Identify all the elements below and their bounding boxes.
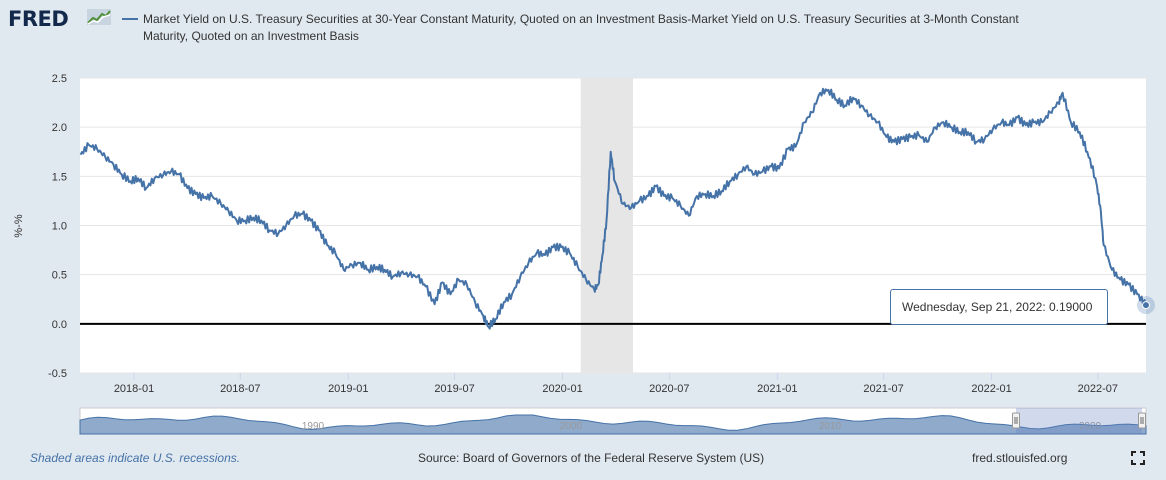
navigator-label: 2000 bbox=[560, 421, 583, 432]
hover-marker[interactable] bbox=[1142, 301, 1150, 310]
navigator-handle-right[interactable] bbox=[1138, 412, 1146, 429]
x-tick-label: 2018-07 bbox=[220, 383, 260, 395]
legend-series-name: Market Yield on U.S. Treasury Securities… bbox=[143, 12, 1019, 43]
chart-header: FRED Market Yield on U.S. Treasury Secur… bbox=[0, 0, 1166, 58]
x-tick-label: 2020-01 bbox=[542, 383, 582, 395]
series-layer bbox=[79, 87, 1155, 330]
range-navigator[interactable]: 1990 2000 2010 2020 bbox=[79, 407, 1147, 435]
site-url[interactable]: fred.stlouisfed.org bbox=[972, 451, 1068, 465]
navigator-selection[interactable] bbox=[1016, 408, 1142, 434]
x-tick-label: 2018-01 bbox=[114, 383, 154, 395]
y-tick-label: 1.0 bbox=[52, 221, 67, 233]
tooltip-date: Wednesday, Sep 21, 2022 bbox=[902, 300, 1043, 314]
navigator-handle-left[interactable] bbox=[1012, 412, 1020, 429]
fred-chart-icon bbox=[87, 9, 111, 25]
x-tick-label: 2021-01 bbox=[757, 383, 797, 395]
tooltip-separator: : bbox=[1042, 300, 1049, 314]
source-text: Source: Board of Governors of the Federa… bbox=[418, 451, 765, 465]
x-axis: 2018-01 2018-07 2019-01 2019-07 2020-01 2020-… bbox=[114, 373, 1118, 395]
x-tick-label: 2022-01 bbox=[971, 383, 1011, 395]
recession-note: Shaded areas indicate U.S. recessions. bbox=[30, 451, 241, 465]
fullscreen-icon[interactable] bbox=[1131, 451, 1145, 465]
y-tick-label: 0.0 bbox=[52, 319, 67, 331]
y-tick-label: 0.5 bbox=[52, 270, 67, 282]
chart-tooltip: Wednesday, Sep 21, 2022: 0.19000 bbox=[890, 289, 1108, 325]
y-tick-label: 1.5 bbox=[52, 171, 67, 183]
x-tick-label: 2021-07 bbox=[863, 383, 903, 395]
x-tick-label: 2022-07 bbox=[1078, 383, 1118, 395]
tooltip-value: 0.19000 bbox=[1049, 300, 1093, 314]
chart-legend[interactable]: Market Yield on U.S. Treasury Securities… bbox=[122, 11, 1022, 45]
navigator-label: 1990 bbox=[302, 421, 325, 432]
series-line[interactable] bbox=[79, 87, 1147, 330]
fred-logo[interactable]: FRED bbox=[8, 7, 69, 31]
y-tick-label: 2.0 bbox=[52, 122, 67, 134]
y-tick-label: 2.5 bbox=[52, 73, 67, 85]
navigator-label: 2020 bbox=[1079, 421, 1102, 432]
x-tick-label: 2020-07 bbox=[649, 383, 689, 395]
x-tick-label: 2019-07 bbox=[434, 383, 474, 395]
y-axis-label: %-% bbox=[13, 214, 25, 237]
navigator-label: 2010 bbox=[819, 421, 842, 432]
navigator-series bbox=[79, 414, 1147, 435]
y-tick-label: -0.5 bbox=[48, 368, 67, 380]
y-axis: -0.5 0.0 0.5 1.0 1.5 2.0 2.5 bbox=[48, 73, 67, 380]
legend-swatch bbox=[122, 18, 138, 20]
x-tick-label: 2019-01 bbox=[328, 383, 368, 395]
